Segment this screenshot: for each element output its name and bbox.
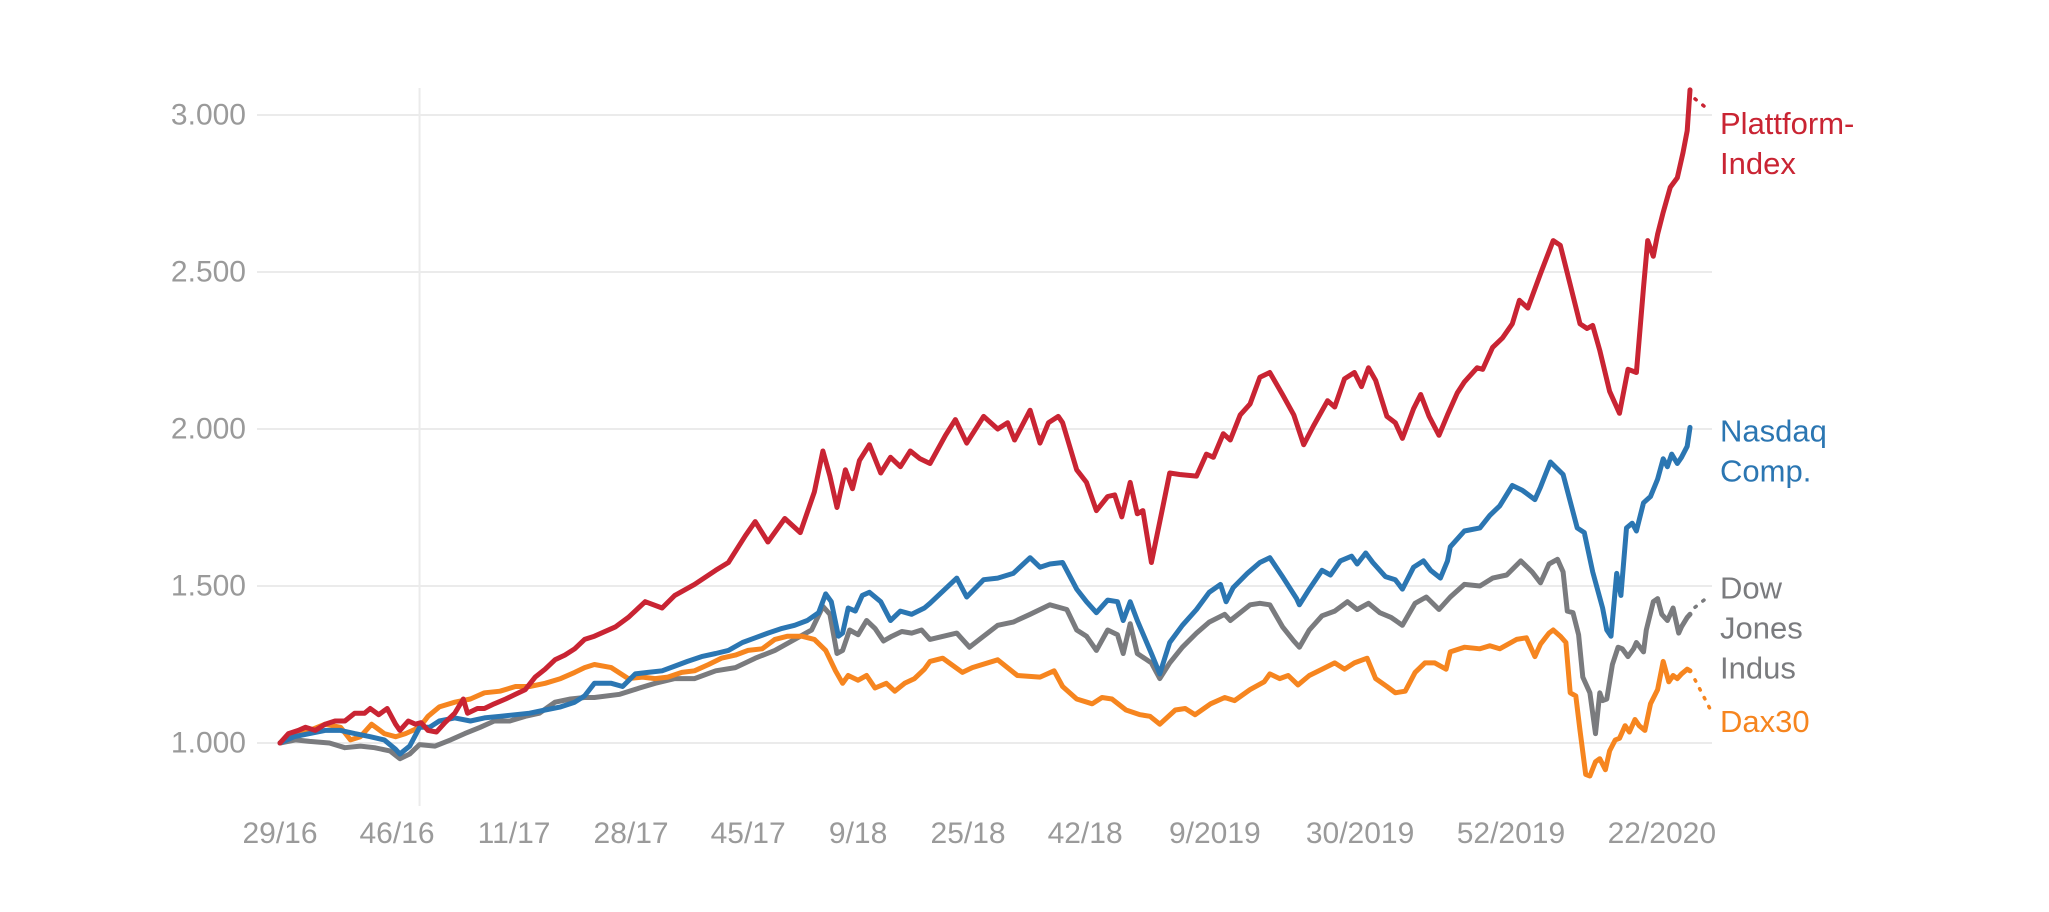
x-tick-label: 46/16 — [359, 817, 434, 850]
x-tick-label: 25/18 — [931, 817, 1006, 850]
series-label-dax30: Dax30 — [1720, 703, 1810, 738]
x-tick-label: 52/2019 — [1457, 817, 1565, 850]
series-line-nasdaq — [277, 424, 1693, 757]
x-tick-label: 30/2019 — [1306, 817, 1414, 850]
y-tick-label: 1.000 — [171, 727, 246, 760]
series-label-nasdaq: Nasdaq Comp. — [1720, 413, 1827, 488]
x-tick-label: 42/18 — [1048, 817, 1123, 850]
series-line-plattform-index — [277, 87, 1693, 746]
series-label-plattform-index: Plattform-Index — [1720, 105, 1854, 180]
x-tick-label: 29/16 — [242, 817, 317, 850]
label-connector-plattform-index — [1693, 97, 1712, 113]
series-label-dow-jones: Dow Jones Indus — [1720, 570, 1803, 685]
y-tick-label: 2.000 — [171, 413, 246, 446]
y-tick-label: 1.500 — [171, 570, 246, 603]
x-tick-label: 11/17 — [478, 817, 551, 850]
label-connector-dow-jones — [1693, 593, 1712, 610]
series-line-dax30 — [277, 627, 1693, 779]
x-tick-label: 22/2020 — [1608, 817, 1716, 850]
x-tick-label: 9/2019 — [1169, 817, 1261, 850]
label-connector-dax30 — [1693, 678, 1712, 711]
x-tick-label: 28/17 — [594, 817, 669, 850]
x-tick-label: 9/18 — [829, 817, 887, 850]
series-line-dow-jones — [277, 556, 1693, 762]
y-tick-label: 3.000 — [171, 99, 246, 132]
x-tick-label: 45/17 — [711, 817, 786, 850]
y-tick-label: 2.500 — [171, 256, 246, 289]
